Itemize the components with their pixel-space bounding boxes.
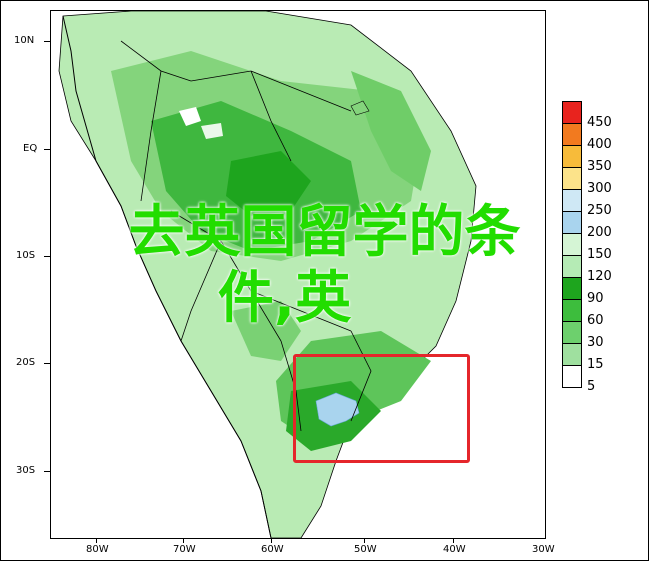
y-tick	[44, 256, 50, 257]
coastline-west	[62, 15, 272, 538]
overlay-headline-line1: 去英国留学的条	[128, 200, 521, 265]
legend-swatch: 400	[562, 123, 612, 152]
border-lines	[120, 40, 372, 432]
y-tick-label: 10S	[16, 250, 36, 261]
y-tick-label: 30S	[16, 465, 36, 476]
highlight-box	[293, 354, 470, 463]
y-tick-label: EQ	[23, 143, 38, 154]
legend-swatch: 150	[562, 233, 612, 262]
rain-band-southwest	[231, 301, 301, 361]
dry-patch-2	[201, 123, 223, 139]
precipitation-map	[50, 10, 546, 539]
legend-label: 150	[587, 247, 612, 262]
legend-swatch: 60	[562, 299, 604, 328]
legend-swatch: 5	[562, 365, 595, 394]
x-tick	[364, 538, 365, 543]
legend-swatch: 120	[562, 255, 612, 284]
legend-label: 200	[587, 225, 612, 240]
dry-patch-1	[179, 107, 201, 126]
legend-label: 30	[587, 335, 604, 350]
legend-label: 120	[587, 269, 612, 284]
legend-label: 400	[587, 137, 612, 152]
legend-swatch: 350	[562, 145, 612, 174]
x-tick	[96, 538, 97, 543]
legend-label: 250	[587, 203, 612, 218]
legend-swatch: 450	[562, 101, 612, 130]
x-tick	[183, 538, 184, 543]
x-tick-label: 80W	[86, 544, 109, 555]
color-legend: 450 400 350 300 250 200 150 120 90 60 30 15 5	[562, 101, 612, 394]
x-tick-label: 50W	[354, 544, 377, 555]
legend-swatch: 200	[562, 211, 612, 240]
legend-label: 60	[587, 313, 604, 328]
y-tick	[44, 363, 50, 364]
legend-swatch: 15	[562, 343, 604, 372]
island-marajo	[350, 100, 370, 116]
y-tick	[44, 149, 50, 150]
x-tick	[271, 538, 272, 543]
y-tick-label: 10N	[14, 35, 35, 46]
legend-swatch: 300	[562, 167, 612, 196]
x-tick-label: 30W	[532, 544, 555, 555]
legend-label: 15	[587, 357, 604, 372]
y-tick	[44, 41, 50, 42]
legend-label: 90	[587, 291, 604, 306]
legend-label: 350	[587, 159, 612, 174]
legend-swatch: 250	[562, 189, 612, 218]
y-tick-label: 20S	[16, 357, 36, 368]
legend-label: 450	[587, 115, 612, 130]
legend-label: 300	[587, 181, 612, 196]
rain-core-central	[226, 151, 311, 216]
x-tick	[453, 538, 454, 543]
rain-band-coast	[351, 71, 431, 191]
y-tick	[44, 471, 50, 472]
overlay-headline: 去英国留学的条 件,英	[0, 200, 649, 332]
map-canvas	[58, 11, 477, 538]
legend-swatch: 30	[562, 321, 604, 350]
legend-label: 5	[587, 379, 596, 394]
x-tick-label: 60W	[261, 544, 284, 555]
x-tick-label: 40W	[443, 544, 466, 555]
overlay-headline-line2: 件,英	[217, 266, 352, 331]
x-tick-label: 70W	[173, 544, 196, 555]
